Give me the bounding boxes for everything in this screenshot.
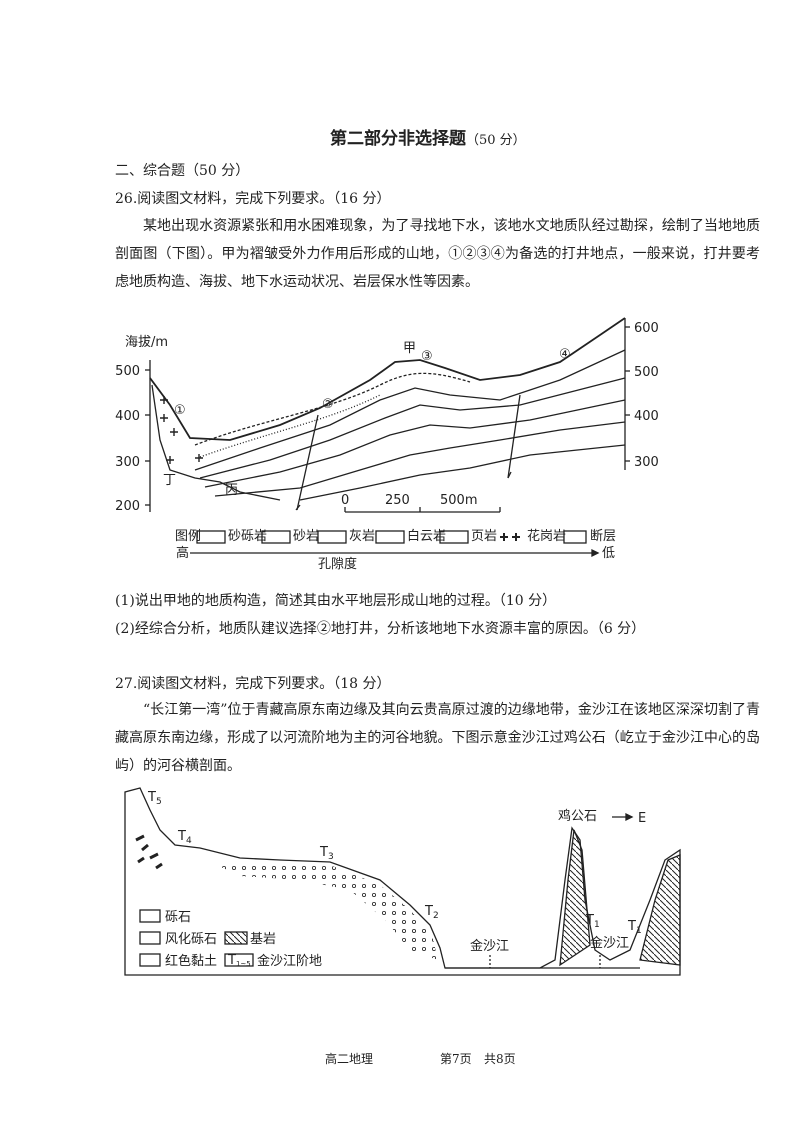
- section-heading: 二、综合题（50 分）: [115, 163, 250, 179]
- terrace-main: T: [627, 919, 636, 934]
- terrace-sub: 3: [328, 852, 334, 862]
- terrace-label: T2: [424, 904, 439, 921]
- tick-label: 300: [634, 455, 659, 470]
- legend-label: 砾石: [165, 910, 191, 925]
- footer-subject: 高二地理: [325, 1052, 374, 1066]
- place-label: 丁: [163, 473, 176, 488]
- scale-label: 250: [385, 493, 410, 508]
- arrow-label: 孔隙度: [318, 556, 357, 572]
- tick-label: 400: [634, 409, 659, 424]
- footer-total: 共8页: [484, 1052, 516, 1066]
- well-marker: ④: [559, 347, 571, 362]
- scale-label: 500m: [440, 493, 477, 508]
- arrow-label: 低: [602, 546, 615, 561]
- legend-label: 页岩: [471, 529, 497, 544]
- title-text: 第二部分非选择题: [330, 129, 466, 149]
- terrace-label: T1: [627, 919, 642, 936]
- well-marker: ①: [174, 403, 186, 418]
- rock-label: 鸡公石: [558, 808, 597, 824]
- terrace-sub: 2: [433, 911, 439, 921]
- paragraph: 某地出现水资源紧张和用水困难现象，为了寻找地下水，该地水文地质队经过勘探，绘制了…: [115, 218, 760, 290]
- direction-label: E: [638, 811, 646, 826]
- tick-label: 500: [115, 364, 140, 379]
- paragraph: “长江第一湾”位于青藏高原东南边缘及其向云贵高原过渡的边缘地带，金沙江在该地区深…: [115, 702, 760, 774]
- legend-label: 花岗岩: [527, 528, 566, 544]
- tick-label: 200: [115, 499, 140, 514]
- question-heading: 27.阅读图文材料，完成下列要求。（18 分）: [115, 676, 391, 692]
- legend-label: 灰岩: [349, 529, 375, 544]
- terrace-label: T3: [319, 845, 334, 862]
- terrace-sub: 4: [186, 836, 192, 846]
- legend-label: 基岩: [250, 932, 276, 947]
- tick-label: 300: [115, 455, 140, 470]
- sub-question: (1)说出甲地的地质构造，简述其由水平地层形成山地的过程。（10 分）: [115, 593, 557, 609]
- legend-label: 砂砾岩: [228, 529, 267, 544]
- terrace-label: T5: [147, 790, 162, 807]
- place-label: 甲: [403, 341, 416, 356]
- terrace-label: T4: [177, 829, 192, 846]
- legend-title: 图例: [175, 529, 201, 544]
- tick-label: 600: [634, 321, 659, 336]
- footer-page: 第7页: [440, 1052, 472, 1066]
- question-heading: 26.阅读图文材料，完成下列要求。（16 分）: [115, 191, 391, 207]
- legend-label: 砂岩: [293, 529, 319, 544]
- scale-label: 0: [341, 493, 349, 508]
- place-label: 丙: [225, 483, 238, 498]
- terrace-main: T: [227, 953, 236, 968]
- arrow-label: 高: [176, 545, 189, 561]
- river-label: 金沙江: [590, 935, 629, 951]
- tick-label: 400: [115, 409, 140, 424]
- geology-figure: 海拔/m 500 400 300 200 600 500 400 300 ① ②…: [115, 317, 659, 572]
- terrace-main: T: [585, 913, 594, 928]
- terrace-main: T: [177, 829, 186, 844]
- legend-terrace: T1~5: [227, 953, 251, 968]
- terrace-main: T: [319, 845, 328, 860]
- river-label: 金沙江: [470, 938, 509, 954]
- title-score: （50 分）: [466, 133, 526, 148]
- tick-label: 500: [634, 365, 659, 380]
- well-marker: ③: [421, 349, 433, 364]
- terrace-sub: 1: [636, 926, 642, 936]
- legend-label: 金沙江阶地: [257, 953, 322, 969]
- axis-label: 海拔/m: [125, 335, 168, 350]
- terrace-sub: 1~5: [236, 960, 251, 968]
- sub-question: (2)经综合分析，地质队建议选择②地打井，分析该地地下水资源丰富的原因。（6 分…: [115, 621, 646, 637]
- legend-label: 红色黏土: [165, 953, 217, 969]
- title: 第二部分非选择题（50 分）: [330, 124, 526, 149]
- well-marker: ②: [322, 397, 334, 412]
- legend-label: 白云岩: [407, 528, 446, 544]
- legend-label: 风化砾石: [165, 932, 217, 947]
- terrace-sub: 1: [594, 920, 600, 930]
- terrace-sub: 5: [156, 797, 162, 807]
- legend-label: 断层: [590, 529, 616, 544]
- terrace-main: T: [424, 904, 433, 919]
- terrace-main: T: [147, 790, 156, 805]
- terrace-label: T1: [585, 913, 600, 930]
- valley-figure: T5 T4 T3 T2 T1 T1 鸡公石 E 金沙江 金沙江 砾石 风化砾石 …: [124, 787, 681, 976]
